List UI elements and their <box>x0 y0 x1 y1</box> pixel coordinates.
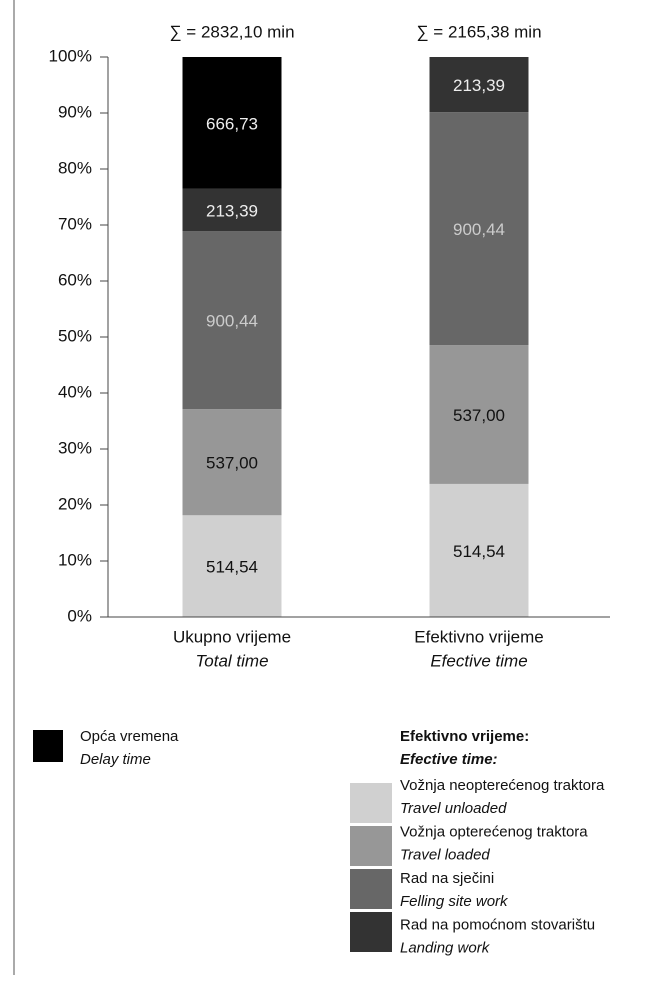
legend-label: Vožnja neopterećenog traktora <box>400 777 605 794</box>
legend-swatch <box>350 912 392 952</box>
legend-label: Travel loaded <box>400 846 490 863</box>
x-tick-label: Efektivno vrijeme <box>414 627 543 646</box>
y-tick-label: 60% <box>58 270 92 289</box>
legend-label: Travel unloaded <box>400 800 507 817</box>
y-tick-label: 40% <box>58 382 92 401</box>
bar-segment <box>429 483 529 617</box>
y-tick-label: 30% <box>58 438 92 457</box>
legend-label: Delay time <box>80 751 151 768</box>
legend-label: Felling site work <box>400 893 509 910</box>
x-tick-sublabel: Efective time <box>430 651 527 670</box>
bar-segment <box>182 409 282 516</box>
legend-title: Efective time: <box>400 751 498 768</box>
data-label: 900,44 <box>206 312 258 331</box>
x-tick-label: Ukupno vrijeme <box>173 627 291 646</box>
data-label: 213,39 <box>206 201 258 220</box>
legend-title: Efektivno vrijeme: <box>400 728 529 745</box>
data-label: 666,73 <box>206 114 258 133</box>
data-label: 900,44 <box>453 220 505 239</box>
bar-segment <box>429 57 529 113</box>
legend-label: Rad na pomoćnom stovarištu <box>400 916 595 933</box>
y-tick-label: 10% <box>58 550 92 569</box>
bar-segment <box>182 231 282 410</box>
bar-segment <box>429 345 529 484</box>
legend-label: Rad na sječini <box>400 870 494 887</box>
legend-swatch <box>350 869 392 909</box>
legend-label: Landing work <box>400 939 491 956</box>
bar-segment <box>182 515 282 617</box>
data-label: 514,54 <box>453 542 505 561</box>
legend-swatch <box>350 826 392 866</box>
x-tick-sublabel: Total time <box>195 651 268 670</box>
data-label: 537,00 <box>453 406 505 425</box>
y-tick-label: 50% <box>58 326 92 345</box>
y-tick-label: 80% <box>58 158 92 177</box>
data-label: 537,00 <box>206 454 258 473</box>
bar-segment <box>182 188 282 232</box>
legend-label: Vožnja opterećenog traktora <box>400 823 588 840</box>
legend-swatch <box>33 730 63 762</box>
data-label: 514,54 <box>206 558 258 577</box>
annotation: ∑ = 2165,38 min <box>416 22 541 41</box>
bar-segment <box>429 112 529 346</box>
y-tick-label: 100% <box>49 46 92 65</box>
annotation: ∑ = 2832,10 min <box>169 22 294 41</box>
bar-segment <box>182 57 282 189</box>
legend-label: Opća vremena <box>80 728 179 745</box>
y-tick-label: 70% <box>58 214 92 233</box>
y-tick-label: 0% <box>67 606 92 625</box>
y-tick-label: 20% <box>58 494 92 513</box>
y-tick-label: 90% <box>58 102 92 121</box>
data-label: 213,39 <box>453 76 505 95</box>
legend-swatch <box>350 783 392 823</box>
